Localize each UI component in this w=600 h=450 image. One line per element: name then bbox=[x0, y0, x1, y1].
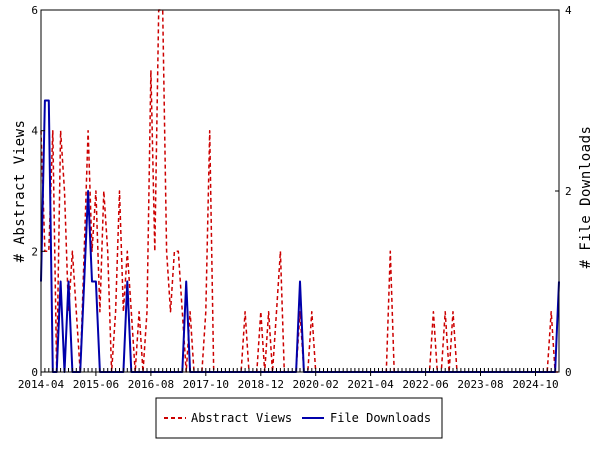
x-tick-label: 2024-10 bbox=[512, 378, 558, 391]
y-left-tick-label: 4 bbox=[31, 125, 38, 138]
x-tick-label: 2023-08 bbox=[457, 378, 503, 391]
left-axis-title: # Abstract Views bbox=[12, 120, 28, 263]
x-tick-label: 2021-04 bbox=[347, 378, 394, 391]
y-right-tick-label: 4 bbox=[565, 4, 572, 17]
legend-label-file-downloads: File Downloads bbox=[330, 411, 431, 425]
ticks-layer: 2014-04 2015-06 2016-08 2017-10 2018-12 2020-… bbox=[18, 4, 572, 391]
x-tick-label: 2018-12 bbox=[238, 378, 284, 391]
x-tick-label: 2020-02 bbox=[293, 378, 339, 391]
series-line-abstract-views bbox=[40, 9, 559, 373]
x-tick-label: 2014-04 bbox=[18, 378, 65, 391]
y-left-tick-label: 6 bbox=[31, 4, 38, 17]
y-left-tick-label: 0 bbox=[31, 366, 38, 379]
legend-label-abstract-views: Abstract Views bbox=[191, 411, 292, 425]
series-layer bbox=[40, 9, 560, 373]
x-tick-label: 2015-06 bbox=[73, 378, 119, 391]
y-right-tick-label: 0 bbox=[565, 366, 572, 379]
legend: Abstract Views File Downloads bbox=[155, 397, 443, 439]
legend-box bbox=[155, 397, 443, 439]
right-axis-title: # File Downloads bbox=[578, 126, 594, 269]
x-tick-label: 2017-10 bbox=[183, 378, 229, 391]
y-right-tick-label: 2 bbox=[565, 185, 572, 198]
y-left-tick-label: 2 bbox=[31, 245, 38, 258]
x-tick-label: 2016-08 bbox=[128, 378, 174, 391]
series-line-file-downloads bbox=[40, 99, 560, 373]
x-tick-label: 2022-06 bbox=[402, 378, 448, 391]
